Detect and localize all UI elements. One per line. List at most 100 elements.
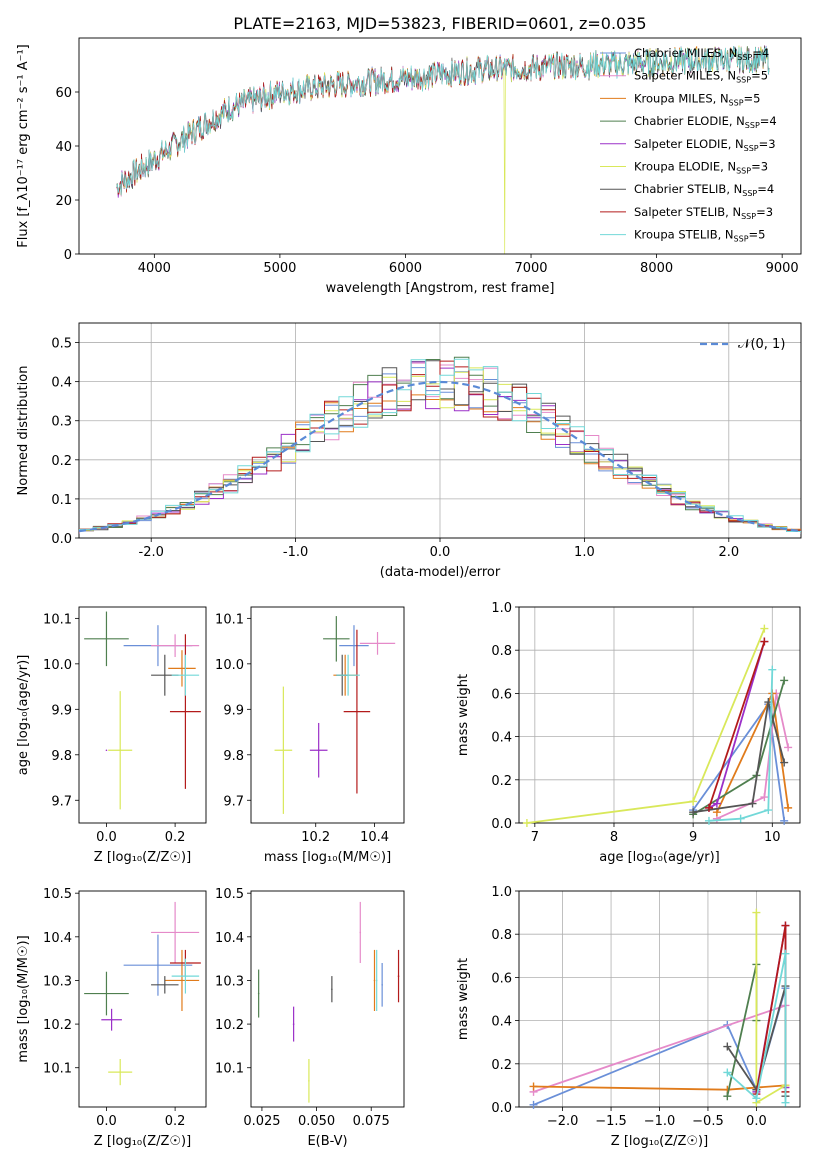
legend-entry: Kroupa STELIB, NSSP=5 <box>634 228 765 244</box>
legend-entry: Chabrier ELODIE, NSSP=4 <box>634 114 777 130</box>
y-axis-label: Normed distribution <box>16 366 31 496</box>
plus-marker <box>781 921 790 930</box>
data-point <box>105 638 108 640</box>
plus-marker <box>780 676 789 685</box>
y-tick-label: 10.1 <box>43 1062 72 1077</box>
plot-frame <box>78 322 802 539</box>
x-tick-label: 10.4 <box>360 830 389 845</box>
figure-title: PLATE=2163, MJD=53823, FIBERID=0601, z=0… <box>233 14 646 33</box>
legend-entry: Salpeter ELODIE, NSSP=3 <box>634 137 776 153</box>
data-point <box>353 644 355 647</box>
legend-entry: Kroupa ELODIE, NSSP=3 <box>634 160 768 176</box>
plus-marker <box>781 1098 790 1107</box>
y-tick-label: 0.2 <box>491 774 512 789</box>
data-point <box>181 667 183 670</box>
plus-marker <box>752 1094 761 1103</box>
x-tick-label: 0.0 <box>430 545 451 560</box>
data-point <box>257 992 260 995</box>
plus-marker <box>780 758 789 767</box>
y-tick-label: 0.6 <box>491 971 512 986</box>
legend-entry: Chabrier MILES, NSSP=4 <box>634 46 769 62</box>
y-tick-label: 0.3 <box>51 415 72 430</box>
plus-marker <box>723 1042 732 1051</box>
y-tick-label: 10.4 <box>43 931 72 946</box>
x-tick-label: 7 <box>531 830 539 845</box>
y-axis-label: Flux [f_λ10⁻¹⁷ erg cm⁻² s⁻¹ A⁻¹] <box>16 44 31 248</box>
data-point <box>184 975 187 977</box>
x-tick-label: 10 <box>764 830 781 845</box>
plus-marker <box>723 1068 732 1077</box>
y-axis-label: mass weight <box>456 674 471 756</box>
y-tick-label: 0.4 <box>491 1015 512 1030</box>
data-point <box>157 964 159 966</box>
plus-marker <box>768 665 777 674</box>
plus-marker <box>764 806 773 815</box>
x-tick-label: −0.5 <box>692 1114 724 1129</box>
data-point <box>184 710 187 713</box>
plus-marker <box>784 803 793 812</box>
y-tick-label: 9.7 <box>51 794 72 809</box>
residuals-panel: -2.0 -1.0 0.0 1.0 2.0 0.0 0.1 0.2 0.3 0.4 0.5 (data… <box>16 322 802 580</box>
spectrum-line <box>116 46 770 196</box>
y-tick-label: 0.0 <box>491 1101 512 1116</box>
x-tick-label: 7000 <box>514 261 547 276</box>
y-tick-label: 0.4 <box>491 731 512 746</box>
data-point <box>376 642 379 645</box>
y-tick-label: 20 <box>55 194 72 209</box>
data-point <box>308 1080 310 1082</box>
y-tick-label: 9.8 <box>223 749 244 764</box>
y-tick-label: 40 <box>55 140 72 155</box>
x-tick-label: 9 <box>689 830 697 845</box>
x-tick-label: 0.2 <box>165 1114 186 1129</box>
x-tick-label: 9000 <box>766 261 799 276</box>
y-axis-label: age [log₁₀(age/yr)] <box>16 655 31 776</box>
y-tick-label: 9.8 <box>51 749 72 764</box>
massweight-vs-age-panel: 7 8 9 10 0.0 0.2 0.4 0.6 0.8 1.0 age [log₁₀(age/yr… <box>456 601 801 865</box>
data-point <box>375 979 378 982</box>
legend-entry: Chabrier STELIB, NSSP=4 <box>634 182 774 198</box>
mass-vs-ebv-panel: 0.025 0.050 0.075 10.1 10.2 10.3 10.4 10.5 E(B-V… <box>215 887 405 1149</box>
y-tick-label: 0.8 <box>491 644 512 659</box>
data-point <box>110 1018 113 1021</box>
series-line <box>708 669 774 822</box>
age-vs-Z-panel: 0.0 0.2 9.7 9.8 9.9 10.0 10.1 Z [log₁₀(Z/Z☉)] ag… <box>16 606 207 865</box>
series-line <box>692 701 786 814</box>
legend-entry: Salpeter MILES, NSSP=5 <box>634 69 768 85</box>
plus-marker <box>748 799 757 808</box>
series-line <box>726 953 787 1103</box>
y-tick-label: 9.9 <box>223 703 244 718</box>
data-point <box>164 984 166 986</box>
x-tick-label: -2.0 <box>139 545 164 560</box>
x-axis-label: age [log₁₀(age/yr)] <box>599 850 720 865</box>
plus-marker <box>760 624 769 633</box>
plus-marker <box>780 816 789 825</box>
y-tick-label: 10.0 <box>43 658 72 673</box>
data-point <box>397 975 400 977</box>
x-tick-label: 0.0 <box>96 1114 117 1129</box>
x-tick-label: 5000 <box>263 261 296 276</box>
y-tick-label: 60 <box>55 86 72 101</box>
y-tick-label: 0.8 <box>491 928 512 943</box>
plus-marker <box>723 1092 732 1101</box>
y-tick-label: 10.2 <box>215 1018 244 1033</box>
x-axis-label: Z [log₁₀(Z/Z☉)] <box>611 1134 708 1149</box>
x-axis-label: Z [log₁₀(Z/Z☉)] <box>94 1134 191 1149</box>
data-point <box>174 644 176 647</box>
legend-entry: Salpeter STELIB, NSSP=3 <box>634 205 773 221</box>
x-axis-label: wavelength [Angstrom, rest frame] <box>326 281 555 296</box>
data-point <box>105 992 108 995</box>
y-tick-label: 10.4 <box>215 931 244 946</box>
y-tick-label: 0.2 <box>491 1058 512 1073</box>
y-tick-label: 0.2 <box>51 454 72 469</box>
x-tick-label: −2.0 <box>547 1114 579 1129</box>
y-tick-label: 0 <box>64 248 72 263</box>
plus-marker <box>689 797 698 806</box>
age-vs-mass-panel: 10.2 10.4 9.7 9.8 9.9 10.0 10.1 mass [log₁₀(M/M… <box>215 606 405 865</box>
x-tick-label: −1.0 <box>644 1114 676 1129</box>
data-point <box>356 710 358 713</box>
plus-marker <box>752 908 761 917</box>
data-point <box>174 931 176 934</box>
data-point <box>335 638 338 640</box>
x-tick-label: 2.0 <box>718 545 739 560</box>
